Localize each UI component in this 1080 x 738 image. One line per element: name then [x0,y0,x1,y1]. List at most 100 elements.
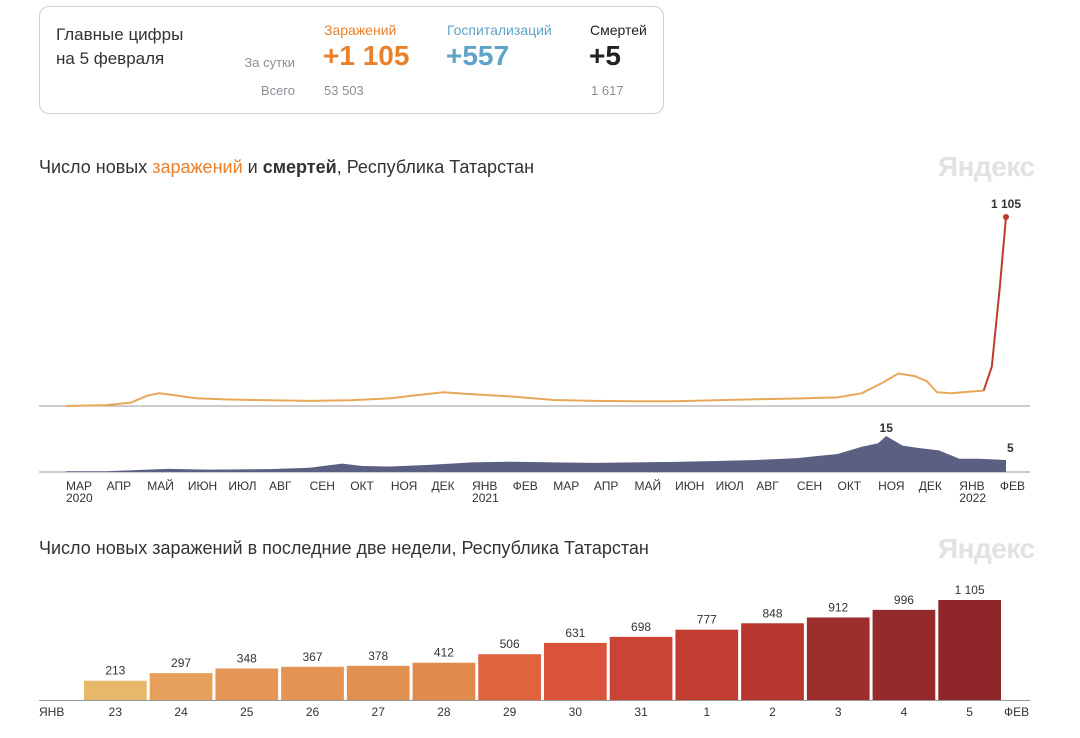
bar-category-label: 29 [503,705,517,719]
bar-category-label: 3 [835,705,842,719]
bar [412,662,476,700]
month-label: ДЕК [919,479,942,493]
month-label: СЕН [797,479,822,493]
month-label: ДЕК [431,479,454,493]
bar-category-label: 25 [240,705,254,719]
hospitalizations-daily: +557 [446,40,510,71]
bar-value-label: 848 [762,606,782,620]
infections-daily: +1 105 [323,40,410,71]
month-label: ИЮЛ [228,479,256,493]
brand-logo-top: Яндекс [938,151,1035,182]
deaths-total: 1 617 [591,83,624,98]
bar-value-label: 348 [237,652,257,666]
month-label: МАЙ [147,478,174,493]
year-label: 2020 [66,491,93,505]
daily-row-label: За сутки [244,55,295,70]
hospitalizations-label: Госпитализаций [447,22,552,38]
bar [675,629,739,700]
deaths-area [66,436,1006,472]
bar [872,609,936,700]
title-part-1: Число новых [39,157,153,177]
month-label: МАЙ [634,478,661,493]
deaths-label: Смертей [590,22,647,38]
bar-value-label: 912 [828,600,848,614]
infections-label: Заражений [324,22,397,38]
month-label: НОЯ [878,479,904,493]
month-label: МАР [66,479,92,493]
bar-category-label: 28 [437,705,451,719]
infections-last-label: 1 105 [991,197,1021,211]
bar-value-label: 996 [894,593,914,607]
month-label: ИЮЛ [716,479,744,493]
infections-total: 53 503 [324,83,364,98]
month-label: ЯНВ [959,479,984,493]
infections-last-point [1003,214,1009,220]
month-label: ИЮН [188,479,217,493]
bar-value-label: 412 [434,646,454,660]
month-label: АВГ [756,479,779,493]
brand-logo-bottom: Яндекс [938,533,1035,564]
month-label: ФЕВ [1000,479,1025,493]
bar [149,673,213,700]
bar-value-label: 1 105 [955,583,985,597]
bar-category-label: 31 [634,705,648,719]
bar-end-month: ФЕВ [1004,705,1029,719]
bar-category-label: 23 [109,705,123,719]
title-part-infections: заражений [152,157,243,177]
month-label: ОКТ [837,479,861,493]
title-part-3: и [242,157,263,177]
bar-category-label: 2 [769,705,776,719]
bar-value-label: 698 [631,620,651,634]
bar [346,665,410,700]
deaths-daily: +5 [589,40,621,71]
bar-category-label: 27 [372,705,386,719]
title-part-5: , Республика Татарстан [336,157,535,177]
infections-line-peak [982,216,1007,391]
bar-value-label: 213 [105,664,125,678]
summary-card: Главные цифры на 5 февраля За сутки Всег… [39,6,664,114]
bar-value-label: 506 [500,637,520,651]
bar-category-label: 5 [966,705,973,719]
bar [806,617,870,700]
title-part-deaths: смертей [262,157,337,177]
bar-value-label: 367 [302,650,322,664]
bar-chart-title: Число новых заражений в последние две не… [39,538,649,558]
bar-value-label: 631 [565,626,585,640]
bar-category-label: 4 [901,705,908,719]
month-label: СЕН [310,479,335,493]
month-label: МАР [553,479,579,493]
month-label: ИЮН [675,479,704,493]
bar [84,680,147,700]
month-label: АПР [594,479,619,493]
month-label: АПР [107,479,132,493]
line-chart-title: Число новых заражений и смертей, Республ… [39,157,534,178]
bar [544,642,607,700]
bar [741,623,804,700]
summary-title: Главные цифры на 5 февраля [56,25,184,68]
bar [215,668,279,700]
bar-start-month: ЯНВ [39,705,64,719]
bar-category-label: 26 [306,705,320,719]
bar-value-label: 777 [697,613,717,627]
bar-value-label: 378 [368,649,388,663]
deaths-peak-label: 15 [880,421,894,435]
infections-line [65,372,984,407]
bar-category-label: 1 [703,705,710,719]
month-label: ФЕВ [513,479,538,493]
bar [609,636,673,700]
bar-category-label: 30 [569,705,583,719]
bar-category-label: 24 [174,705,188,719]
month-label: НОЯ [391,479,417,493]
year-label: 2022 [959,491,986,505]
bar [478,654,541,700]
bar-value-label: 297 [171,656,191,670]
total-row-label: Всего [260,83,295,98]
month-label: АВГ [269,479,292,493]
bar [281,666,344,700]
month-label: ЯНВ [472,479,497,493]
bar [938,600,1001,700]
year-label: 2021 [472,491,499,505]
deaths-last-label: 5 [1007,441,1014,455]
month-label: ОКТ [350,479,374,493]
